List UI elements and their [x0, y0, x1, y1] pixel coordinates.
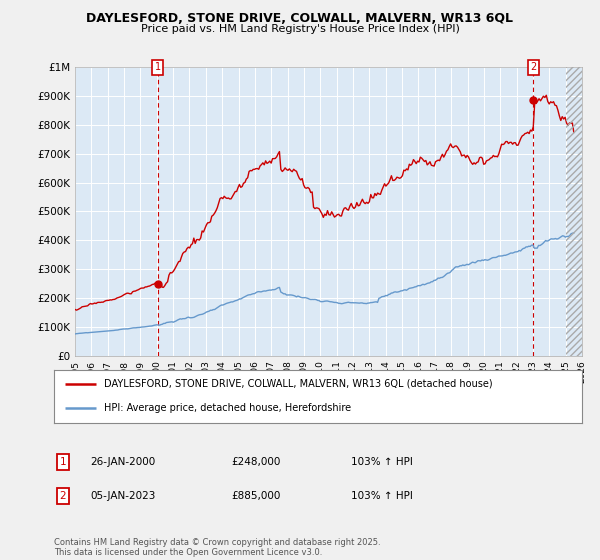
- Text: 103% ↑ HPI: 103% ↑ HPI: [351, 457, 413, 467]
- Text: Contains HM Land Registry data © Crown copyright and database right 2025.
This d: Contains HM Land Registry data © Crown c…: [54, 538, 380, 557]
- Text: 2: 2: [59, 491, 67, 501]
- Text: 2: 2: [530, 62, 536, 72]
- Text: DAYLESFORD, STONE DRIVE, COLWALL, MALVERN, WR13 6QL: DAYLESFORD, STONE DRIVE, COLWALL, MALVER…: [86, 12, 514, 25]
- Bar: [566, 67, 590, 356]
- Text: 1: 1: [155, 62, 161, 72]
- Text: 05-JAN-2023: 05-JAN-2023: [90, 491, 155, 501]
- Text: DAYLESFORD, STONE DRIVE, COLWALL, MALVERN, WR13 6QL (detached house): DAYLESFORD, STONE DRIVE, COLWALL, MALVER…: [104, 379, 493, 389]
- Text: Price paid vs. HM Land Registry's House Price Index (HPI): Price paid vs. HM Land Registry's House …: [140, 24, 460, 34]
- Text: 1: 1: [59, 457, 67, 467]
- Text: £248,000: £248,000: [231, 457, 280, 467]
- Text: HPI: Average price, detached house, Herefordshire: HPI: Average price, detached house, Here…: [104, 403, 351, 413]
- Text: 103% ↑ HPI: 103% ↑ HPI: [351, 491, 413, 501]
- Text: £885,000: £885,000: [231, 491, 280, 501]
- Text: 26-JAN-2000: 26-JAN-2000: [90, 457, 155, 467]
